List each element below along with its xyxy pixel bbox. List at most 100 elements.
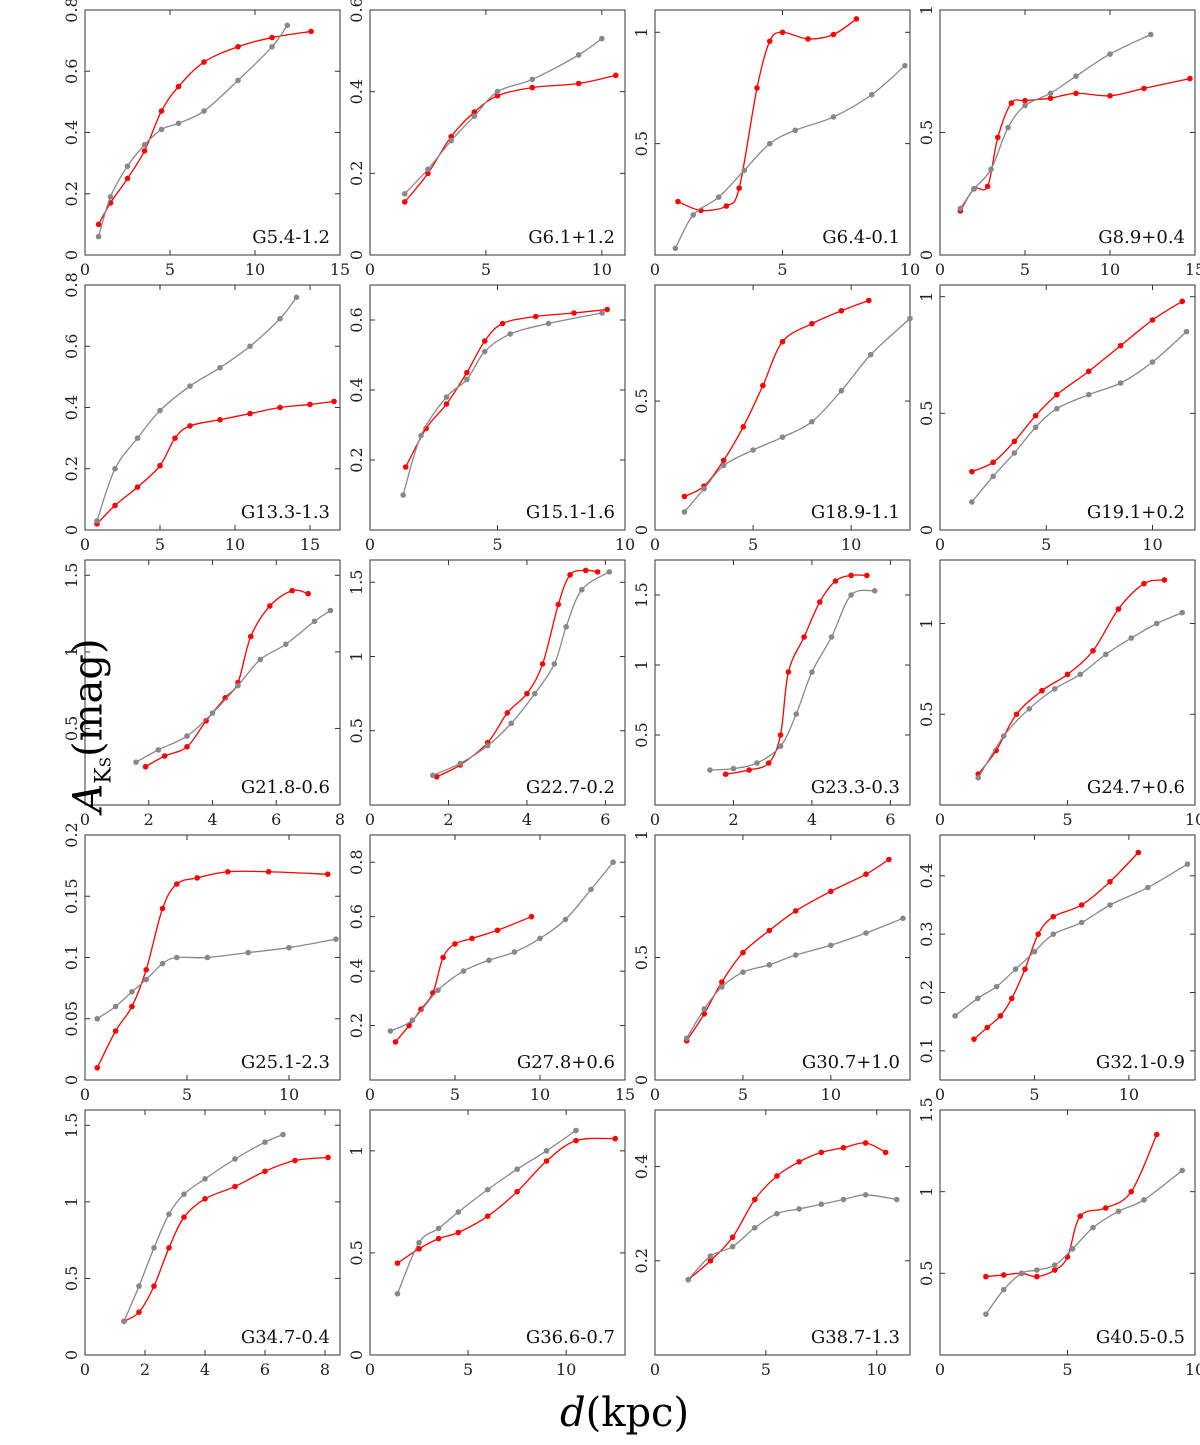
gray-data-point xyxy=(952,1013,958,1019)
gray-data-point xyxy=(107,194,114,200)
gray-data-point xyxy=(971,186,977,192)
panel-G25.1-2.3: 0 5 10 0 0.05 0.1 0.15 0.2 G25.1-2.3 xyxy=(62,822,341,1114)
gray-data-point xyxy=(838,387,845,394)
y-tick-label: 1 xyxy=(917,292,936,302)
gray-data-point xyxy=(1117,380,1124,386)
red-data-point xyxy=(997,1013,1004,1019)
red-data-point xyxy=(392,1039,399,1045)
x-tick-label: 10 xyxy=(1119,1085,1139,1104)
red-data-point xyxy=(816,599,823,605)
red-data-point xyxy=(1141,85,1147,92)
gray-data-point xyxy=(754,760,760,766)
gray-data-point xyxy=(443,394,450,400)
red-data-point xyxy=(1077,1213,1084,1219)
gray-series-line xyxy=(683,318,911,513)
red-data-point xyxy=(129,1003,135,1010)
x-tick-label: 5 xyxy=(1020,260,1030,279)
gray-data-point xyxy=(707,767,713,773)
panel-label: G34.7-0.4 xyxy=(241,1327,330,1348)
gray-data-point xyxy=(563,624,569,630)
gray-data-point xyxy=(1051,1262,1058,1268)
red-data-point xyxy=(247,410,253,417)
y-tick-label: 0.1 xyxy=(917,1038,936,1063)
y-tick-label: 1 xyxy=(917,1187,936,1197)
panel-svg: 0 5 10 0 0.5 G18.9-1.1 xyxy=(632,284,913,554)
red-data-point xyxy=(863,871,869,877)
red-data-point xyxy=(604,306,610,313)
gray-data-point xyxy=(429,772,436,779)
red-data-point xyxy=(1117,342,1124,349)
red-data-point xyxy=(723,203,730,209)
red-data-point xyxy=(1047,95,1054,101)
red-data-point xyxy=(971,1036,977,1042)
gray-series-line xyxy=(123,1133,284,1322)
gray-data-point xyxy=(990,473,996,480)
axes-frame xyxy=(369,559,626,806)
panel-svg: 0 5 10 0.2 0.4 0.6 G15.1-1.6 xyxy=(347,284,635,554)
gray-data-point xyxy=(201,108,207,114)
red-series-line xyxy=(971,300,1183,473)
x-tick-label: 0 xyxy=(80,810,90,829)
red-data-point xyxy=(134,484,141,490)
y-tick-label: 0.6 xyxy=(62,59,81,84)
x-tick-label: 0 xyxy=(935,535,945,554)
x-tick-label: 0 xyxy=(935,1085,945,1104)
red-data-point xyxy=(740,424,747,430)
red-data-point xyxy=(765,760,772,766)
y-tick-label: 0.05 xyxy=(62,1001,81,1037)
x-tick-label: 0 xyxy=(80,535,90,554)
gray-data-point xyxy=(766,962,773,968)
gray-data-point xyxy=(387,1028,394,1034)
red-data-point xyxy=(235,43,241,50)
gray-data-point xyxy=(707,1253,714,1259)
red-data-point xyxy=(1107,92,1113,99)
panel-label: G5.4-1.2 xyxy=(252,227,330,248)
red-data-point xyxy=(1051,1267,1058,1273)
y-axis-sub-s: S xyxy=(96,756,115,768)
axes-frame xyxy=(84,284,341,531)
red-data-point xyxy=(394,1260,401,1266)
red-data-point xyxy=(308,28,314,35)
red-data-point xyxy=(766,927,773,934)
gray-data-point xyxy=(672,245,679,252)
red-data-point xyxy=(443,401,450,407)
y-tick-label: 0.1 xyxy=(62,945,81,970)
red-data-point xyxy=(1000,1272,1007,1278)
x-tick-label: 10 xyxy=(225,535,245,554)
red-data-point xyxy=(529,84,536,91)
red-data-point xyxy=(828,888,834,895)
x-tick-label: 10 xyxy=(1100,260,1120,279)
red-data-point xyxy=(175,83,182,90)
gray-data-point xyxy=(900,915,906,922)
x-tick-label: 5 xyxy=(1062,1360,1072,1379)
red-data-point xyxy=(425,170,431,177)
x-tick-label: 2 xyxy=(144,810,154,829)
y-tick-label: 0.15 xyxy=(62,878,81,914)
gray-data-point xyxy=(1090,1224,1096,1231)
x-tick-label: 5 xyxy=(748,535,758,554)
red-series-line xyxy=(145,589,309,768)
red-data-point xyxy=(1013,711,1020,718)
gray-data-point xyxy=(1000,733,1007,739)
axes-frame xyxy=(654,834,911,1081)
y-tick-label: 0.5 xyxy=(347,718,366,743)
red-data-point xyxy=(267,603,273,609)
y-tick-label: 0.5 xyxy=(632,945,651,970)
y-tick-label: 0.2 xyxy=(347,1013,366,1038)
panel-svg: 0 2 4 6 8 0.5 1 1.5 G21.8-0.6 xyxy=(62,559,345,829)
red-data-point xyxy=(289,587,295,594)
red-data-point xyxy=(1179,298,1186,305)
red-data-point xyxy=(247,633,254,640)
y-tick-label: 0.2 xyxy=(62,822,81,847)
red-data-point xyxy=(746,767,752,773)
gray-data-point xyxy=(155,747,162,753)
gray-data-point xyxy=(311,618,318,625)
gray-data-point xyxy=(418,432,424,439)
gray-data-point xyxy=(394,1290,401,1297)
gray-data-point xyxy=(1022,102,1028,109)
gray-data-point xyxy=(720,462,727,469)
gray-data-point xyxy=(1128,635,1135,641)
gray-data-point xyxy=(1183,328,1190,335)
red-data-point xyxy=(484,1213,491,1219)
panel-svg: 0 5 10 0 0.2 0.4 0.6 G6.1+1.2 xyxy=(347,0,626,279)
